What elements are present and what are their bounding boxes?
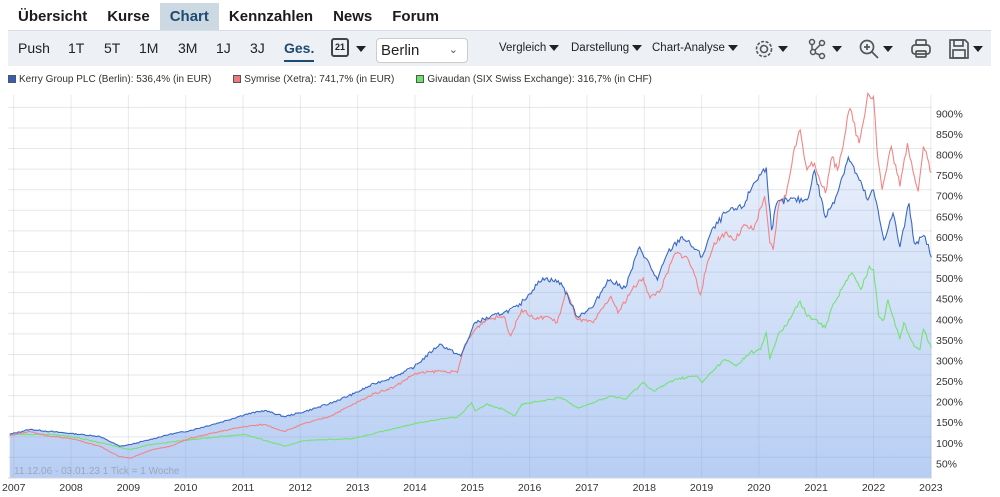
zoom-button[interactable] (858, 38, 893, 60)
y-tick-label: 150% (936, 417, 963, 429)
legend-item[interactable]: Kerry Group PLC (Berlin): 536,4% (in EUR… (8, 74, 211, 85)
date-range-info: 11.12.06 - 03.01.23 1 Tick = 1 Woche (14, 466, 180, 477)
range-push[interactable]: Push (18, 40, 50, 56)
series-line-0 (9, 155, 932, 447)
chart-analyse-menu[interactable]: Chart-Analyse (652, 42, 738, 54)
x-tick-label: 2020 (747, 482, 771, 494)
x-tick-label: 2009 (117, 482, 141, 494)
settings-gear-icon (755, 40, 773, 58)
y-tick-label: 900% (936, 108, 963, 120)
x-tick-label: 2018 (633, 482, 657, 494)
y-tick-label: 500% (936, 273, 963, 285)
tab-übersicht[interactable]: Übersicht (18, 8, 88, 25)
x-tick-label: 2022 (862, 482, 886, 494)
print-button[interactable] (910, 38, 932, 60)
x-tick-label: 2010 (174, 482, 198, 494)
y-tick-label: 600% (936, 232, 963, 244)
range-5t[interactable]: 5T (104, 40, 121, 56)
range-ges[interactable]: Ges. (284, 40, 315, 62)
y-tick-label: 400% (936, 314, 963, 326)
vergleich-label: Vergleich (499, 42, 547, 54)
settings-button[interactable] (753, 38, 788, 60)
caret-down-icon (549, 44, 560, 51)
legend-item[interactable]: Symrise (Xetra): 741,7% (in EUR) (233, 74, 394, 85)
y-tick-label: 200% (936, 397, 963, 409)
save-icon (949, 39, 969, 59)
y-tick-label: 350% (936, 335, 963, 347)
exchange-select[interactable]: Berlin ⌄ (376, 38, 468, 63)
tab-kurse[interactable]: Kurse (107, 8, 150, 25)
range-1j[interactable]: 1J (216, 40, 231, 56)
x-tick-label: 2023 (919, 482, 943, 494)
legend-label: Givaudan (SIX Swiss Exchange): 316,7% (i… (427, 74, 652, 85)
legend-swatch (416, 75, 425, 83)
y-tick-label: 700% (936, 191, 963, 203)
indicators-icon (808, 38, 826, 60)
range-1t[interactable]: 1T (68, 40, 85, 56)
series-line-2 (9, 264, 932, 451)
calendar-icon[interactable]: 21 (331, 38, 349, 57)
caret-down-icon (632, 44, 643, 51)
exchange-value: Berlin (381, 42, 420, 59)
y-tick-label: 50% (936, 458, 957, 470)
caret-down-icon (973, 46, 983, 52)
y-tick-label: 450% (936, 294, 963, 306)
tab-chart[interactable]: Chart (159, 3, 219, 36)
vergleich-menu[interactable]: Vergleich (499, 42, 560, 54)
tab-news[interactable]: News (333, 8, 373, 25)
performance-chart: 50% 100% 150% 200% 250% 300% 350% 400% 450% 500% 5… (2, 92, 963, 494)
y-tick-label: 650% (936, 211, 963, 223)
range-3j[interactable]: 3J (250, 40, 265, 56)
caret-down-icon (778, 46, 788, 52)
legend-swatch (233, 75, 242, 83)
series-line-1 (9, 92, 932, 459)
chart-legend: Kerry Group PLC (Berlin): 536,4% (in EUR… (8, 74, 652, 85)
tab-kennzahlen[interactable]: Kennzahlen (228, 8, 314, 25)
legend-label: Symrise (Xetra): 741,7% (in EUR) (244, 74, 395, 85)
x-tick-label: 2017 (575, 482, 599, 494)
caret-down-icon (727, 44, 738, 51)
x-tick-label: 2007 (2, 482, 26, 494)
x-tick-label: 2012 (289, 482, 313, 494)
zoom-in-icon (859, 39, 879, 59)
legend-item[interactable]: Givaudan (SIX Swiss Exchange): 316,7% (i… (416, 74, 652, 85)
range-3m[interactable]: 3M (178, 40, 198, 56)
y-tick-label: 850% (936, 129, 963, 141)
y-tick-label: 250% (936, 376, 963, 388)
x-tick-label: 2015 (461, 482, 485, 494)
y-tick-label: 550% (936, 252, 963, 264)
x-tick-label: 2019 (690, 482, 714, 494)
tab-forum[interactable]: Forum (392, 8, 439, 25)
print-icon (911, 39, 931, 58)
x-tick-label: 2021 (805, 482, 829, 494)
y-tick-label: 750% (936, 170, 963, 182)
legend-swatch (8, 75, 16, 83)
chevron-down-icon: ⌄ (448, 44, 458, 56)
x-tick-label: 2016 (518, 482, 542, 494)
kerry-area-fill (9, 157, 932, 478)
caret-down-icon (832, 46, 842, 52)
chart-toolbar: Push 1T 5T 1M 3M 1J 3J Ges. 21 Berlin ⌄ Verglei… (8, 30, 991, 66)
main-tabs: Übersicht Kurse Chart Kennzahlen News Forum (8, 3, 449, 36)
x-tick-label: 2008 (59, 482, 83, 494)
legend-label: Kerry Group PLC (Berlin): 536,4% (in EUR… (19, 74, 212, 85)
y-tick-label: 300% (936, 355, 963, 367)
y-tick-label: 800% (936, 150, 963, 162)
x-tick-label: 2014 (403, 482, 427, 494)
range-1m[interactable]: 1M (139, 40, 159, 56)
indicators-button[interactable] (807, 38, 842, 60)
darstellung-label: Darstellung (571, 42, 630, 54)
save-button[interactable] (948, 38, 983, 60)
x-tick-label: 2013 (346, 482, 370, 494)
x-tick-label: 2011 (232, 482, 255, 494)
caret-down-icon (883, 46, 893, 52)
chart-analyse-label: Chart-Analyse (652, 42, 725, 54)
darstellung-menu[interactable]: Darstellung (571, 42, 643, 54)
calendar-dropdown-caret[interactable] (356, 46, 366, 52)
y-tick-label: 100% (936, 438, 963, 450)
